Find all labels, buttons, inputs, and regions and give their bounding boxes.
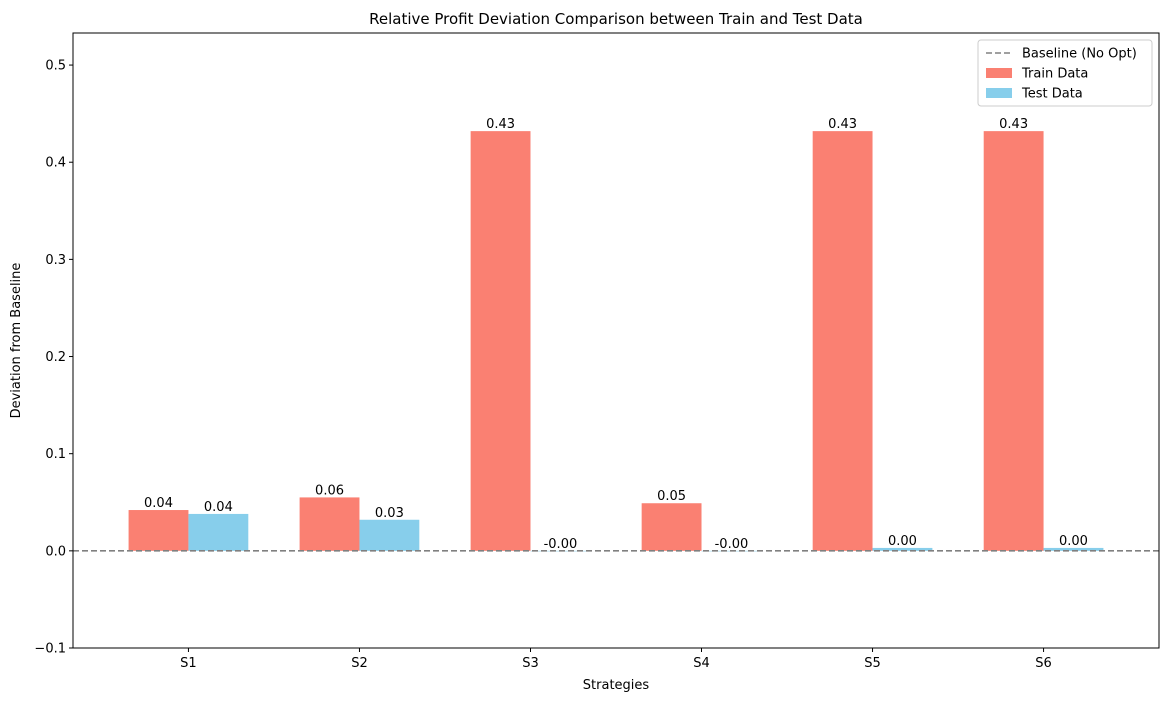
legend-box: [977, 39, 1153, 107]
bar-test-data-s2: [359, 519, 420, 551]
bar-value-label: 0.43: [486, 117, 515, 132]
bar-value-label: 0.03: [375, 506, 404, 521]
x-axis: S1 S2 S3 S4 S5 S6: [180, 648, 1052, 671]
y-axis: −0.1 0.0 0.1 0.2 0.3 0.4 0.5: [34, 59, 73, 657]
x-tick-label: S2: [351, 656, 368, 671]
y-tick-label: 0.2: [45, 350, 66, 365]
bar-test-data-s5: [872, 547, 933, 551]
bar-value-label: 0.05: [657, 489, 686, 504]
y-tick-label: 0.4: [45, 156, 66, 171]
y-tick-label: 0.5: [45, 59, 66, 74]
x-tick-label: S6: [1035, 656, 1052, 671]
y-tick-label: 0.1: [45, 447, 66, 462]
bar-value-label: -0.00: [715, 537, 749, 552]
legend-label-train-data: Train Data: [1021, 67, 1088, 82]
bar-value-label: 0.06: [315, 483, 344, 498]
y-tick-label: 0.0: [45, 544, 66, 559]
bars-group: [128, 131, 1104, 552]
bar-test-data-s1: [188, 513, 249, 551]
bar-value-label: 0.43: [828, 117, 857, 132]
bar-value-label: 0.00: [1059, 534, 1088, 549]
bar-value-label: 0.04: [144, 496, 173, 511]
bar-labels-group: 0.04 0.06 0.43 0.05 0.43 0.43 0.04 0.03 -0.00 -0.…: [144, 117, 1088, 552]
x-axis-label: Strategies: [583, 678, 650, 693]
legend-swatch-test-data: [986, 88, 1012, 98]
chart-title: Relative Profit Deviation Comparison bet…: [369, 10, 863, 28]
bar-train-data-s2: [299, 497, 360, 551]
legend: Baseline (No Opt) Train Data Test Data: [977, 39, 1153, 107]
bar-value-label: 0.43: [999, 117, 1028, 132]
x-tick-label: S4: [693, 656, 710, 671]
y-tick-label: −0.1: [34, 642, 66, 657]
bar-train-data-s5: [812, 131, 873, 551]
y-axis-label: Deviation from Baseline: [9, 263, 24, 419]
x-tick-label: S5: [864, 656, 881, 671]
bar-train-data-s4: [641, 503, 702, 551]
legend-label-baseline: Baseline (No Opt): [1022, 47, 1137, 62]
x-tick-label: S1: [180, 656, 197, 671]
bar-value-label: 0.00: [888, 534, 917, 549]
bar-test-data-s6: [1043, 547, 1104, 551]
y-tick-label: 0.3: [45, 253, 66, 268]
legend-label-test-data: Test Data: [1021, 87, 1083, 102]
x-tick-label: S3: [522, 656, 539, 671]
bar-train-data-s6: [983, 131, 1044, 551]
bar-value-label: -0.00: [544, 537, 578, 552]
plot-frame: [72, 32, 1160, 649]
bar-train-data-s3: [470, 131, 531, 551]
bar-train-data-s1: [128, 510, 189, 551]
legend-swatch-train-data: [986, 68, 1012, 78]
bar-value-label: 0.04: [204, 500, 233, 515]
